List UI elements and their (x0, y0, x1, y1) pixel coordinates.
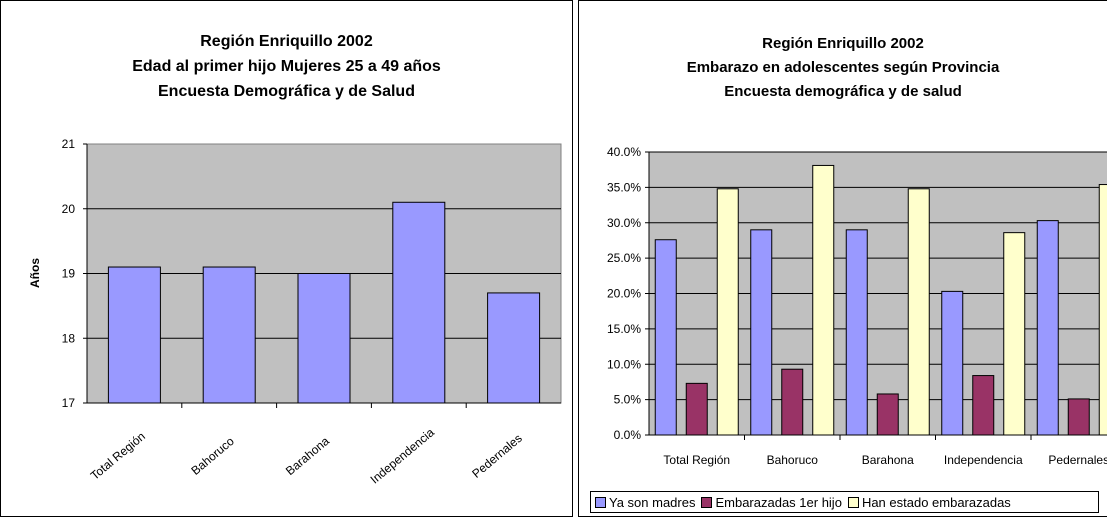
x-tick-label-barahona: Barahona (862, 453, 914, 467)
legend-item-han-estado-embarazadas: Han estado embarazadas (847, 494, 1011, 510)
x-tick-label-bahoruco: Bahoruco (767, 453, 819, 467)
left-bar-chart: 17 18 19 20 21 Años Total Región Bahoruco Baraho… (28, 137, 562, 487)
chart-legend: Ya son madres Embarazadas 1er hijo Han e… (590, 491, 1099, 513)
bar-ya-son-madres-total-region (654, 239, 677, 436)
y-tick-label: 0.0% (614, 428, 642, 442)
right-title-line-3: Encuesta demográfica y de salud (724, 83, 962, 100)
x-tick-label-total-region: Total Región (88, 429, 148, 483)
bar-han-estado-embarazadas-independencia (1003, 232, 1026, 436)
left-chart-title: Región Enriquillo 2002 Edad al primer hi… (1, 29, 572, 104)
legend-swatch-han-estado-embarazadas (847, 496, 859, 508)
bar-barahona (297, 273, 351, 404)
y-tick-label: 20.0% (607, 287, 641, 301)
x-tick-label-pedernales: Pedernales (469, 431, 525, 481)
x-tick-label-pedernales: Pedernales (1048, 453, 1107, 467)
y-tick-label: 40.0% (607, 145, 641, 159)
legend-swatch-ya-son-madres (595, 496, 606, 508)
y-tick-label: 20 (62, 202, 76, 216)
y-tick-label: 19 (62, 267, 76, 281)
bar-han-estado-embarazadas-barahona (907, 188, 930, 436)
y-axis-title: Años (28, 258, 42, 288)
bar-total-region (107, 266, 161, 404)
bar-embarazadas-1er-hijo-pedernales (1067, 398, 1090, 436)
bar-ya-son-madres-barahona (845, 229, 868, 436)
right-title-line-2: Embarazo en adolescentes según Provincia (686, 59, 1000, 76)
x-tick-label-bahoruco: Bahoruco (188, 434, 237, 478)
x-tick-label-total-region: Total Región (663, 453, 730, 467)
bar-embarazadas-1er-hijo-total-region (685, 382, 708, 436)
left-title-line-1: Región Enriquillo 2002 (200, 33, 373, 50)
legend-swatch-embarazadas-1er-hijo (701, 496, 713, 508)
x-tick-label-independencia: Independencia (368, 425, 438, 487)
left-title-line-3: Encuesta Demográfica y de Salud (158, 83, 415, 100)
bar-ya-son-madres-independencia (941, 290, 964, 436)
y-tick-label: 5.0% (614, 393, 642, 407)
legend-label-han-estado-embarazadas: Han estado embarazadas (861, 494, 1011, 510)
bar-independencia (392, 201, 446, 404)
left-title-line-2: Edad al primer hijo Mujeres 25 a 49 años (132, 58, 441, 75)
y-tick-label: 30.0% (607, 216, 641, 230)
y-tick-label: 21 (62, 137, 76, 151)
legend-label-embarazadas-1er-hijo: Embarazadas 1er hijo (715, 494, 842, 510)
right-chart-title: Región Enriquillo 2002 Embarazo en adole… (579, 32, 1107, 104)
bar-embarazadas-1er-hijo-barahona (876, 393, 899, 436)
bar-han-estado-embarazadas-pedernales (1098, 184, 1107, 436)
bar-embarazadas-1er-hijo-independencia (972, 375, 995, 436)
left-chart-panel: Región Enriquillo 2002 Edad al primer hi… (0, 0, 573, 517)
y-tick-label: 18 (62, 331, 76, 345)
right-chart-panel: Región Enriquillo 2002 Embarazo en adole… (578, 0, 1107, 517)
right-grouped-bar-chart: 0.0% 5.0% 10.0% 15.0% 20.0% 25.0% 30.0% 35.0% 40… (607, 145, 1107, 467)
y-tick-label: 17 (62, 396, 76, 410)
bar-bahoruco (202, 266, 256, 404)
bar-ya-son-madres-pedernales (1036, 220, 1059, 436)
bar-embarazadas-1er-hijo-bahoruco (781, 368, 804, 436)
bar-ya-son-madres-bahoruco (750, 229, 773, 436)
legend-item-ya-son-madres: Ya son madres (595, 495, 695, 510)
legend-label-ya-son-madres: Ya son madres (609, 494, 696, 510)
right-title-line-1: Región Enriquillo 2002 (762, 35, 924, 52)
y-tick-label: 35.0% (607, 180, 641, 194)
bar-han-estado-embarazadas-total-region (716, 188, 739, 436)
y-tick-label: 10.0% (607, 357, 641, 371)
y-tick-label: 25.0% (607, 251, 641, 265)
x-tick-label-barahona: Barahona (283, 434, 332, 478)
legend-item-embarazadas-1er-hijo: Embarazadas 1er hijo (701, 494, 842, 510)
x-tick-label-independencia: Independencia (944, 453, 1023, 467)
bar-han-estado-embarazadas-bahoruco (812, 164, 835, 436)
y-tick-label: 15.0% (607, 322, 641, 336)
bar-pedernales (487, 292, 541, 404)
